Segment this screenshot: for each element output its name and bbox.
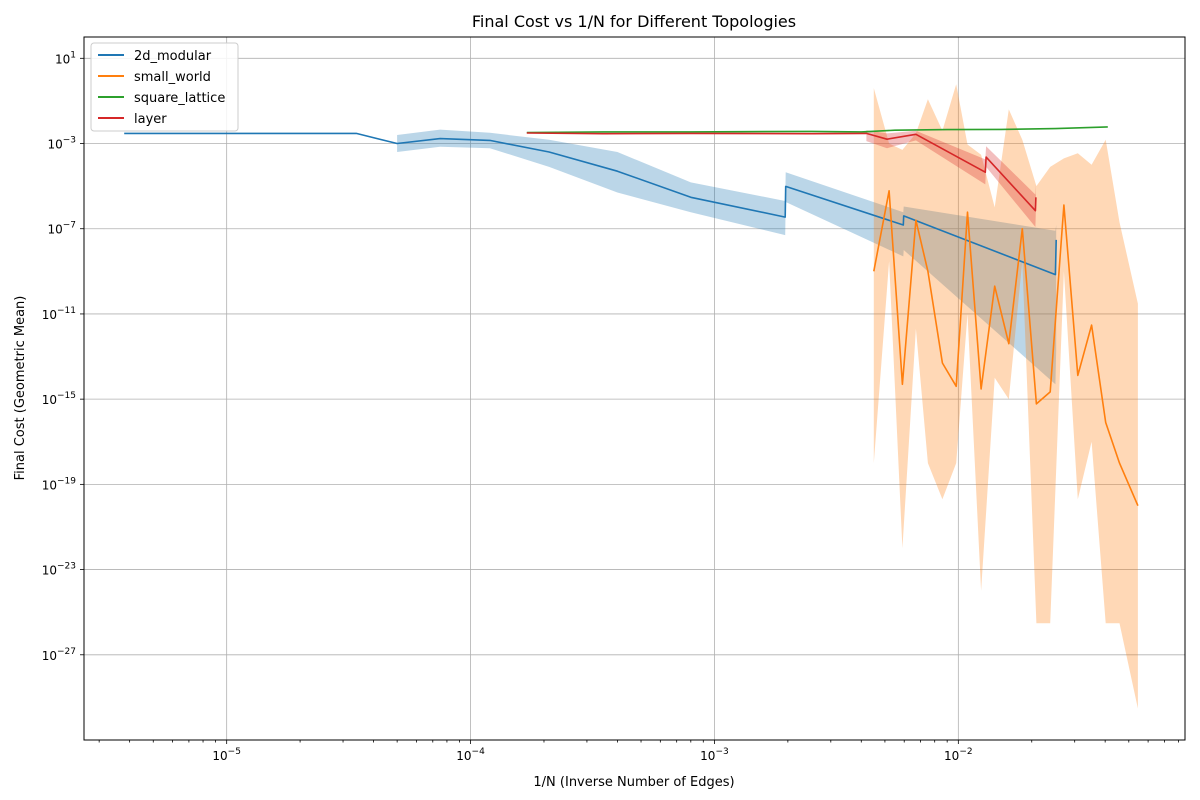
y-tick-label: 10−27 [42, 647, 76, 663]
y-tick-label: 10−19 [42, 476, 77, 492]
x-tick-label: 10−5 [212, 747, 241, 763]
x-tick-label: 10−3 [700, 747, 729, 763]
y-tick-label: 10−3 [47, 136, 76, 152]
y-tick-label: 10−23 [42, 562, 76, 578]
legend-label: small_world [134, 70, 211, 85]
small_world-band [873, 84, 1138, 709]
plot-frame [83, 36, 1186, 741]
y-tick-label: 10−7 [47, 221, 76, 237]
square_lattice-line [526, 126, 1108, 134]
y-tick-label: 10−15 [42, 391, 76, 407]
layer-line [526, 132, 1037, 212]
y-tick-label: 101 [55, 50, 76, 66]
chart-title: Final Cost vs 1/N for Different Topologi… [472, 12, 796, 31]
axis-ticks: 10−5 10−4 10−3 10−2 101 10−3 10−7 10−11 10−15 10−… [42, 50, 1179, 763]
2d_modular-line [124, 132, 1057, 276]
y-axis-title: Final Cost (Geometric Mean) [13, 296, 28, 481]
layer-band [866, 130, 1036, 227]
legend-box [90, 42, 239, 132]
x-axis-title: 1/N (Inverse Number of Edges) [533, 775, 734, 790]
legend-label: 2d_modular [134, 49, 212, 64]
y-tick-label: 10−11 [42, 306, 76, 322]
x-tick-label: 10−2 [944, 747, 973, 763]
grid-layer [84, 37, 1185, 740]
series-lines [124, 126, 1139, 507]
legend-label: square_lattice [134, 91, 225, 106]
small_world-line [873, 190, 1139, 507]
x-tick-label: 10−4 [456, 747, 485, 763]
legend-label: layer [134, 112, 167, 127]
